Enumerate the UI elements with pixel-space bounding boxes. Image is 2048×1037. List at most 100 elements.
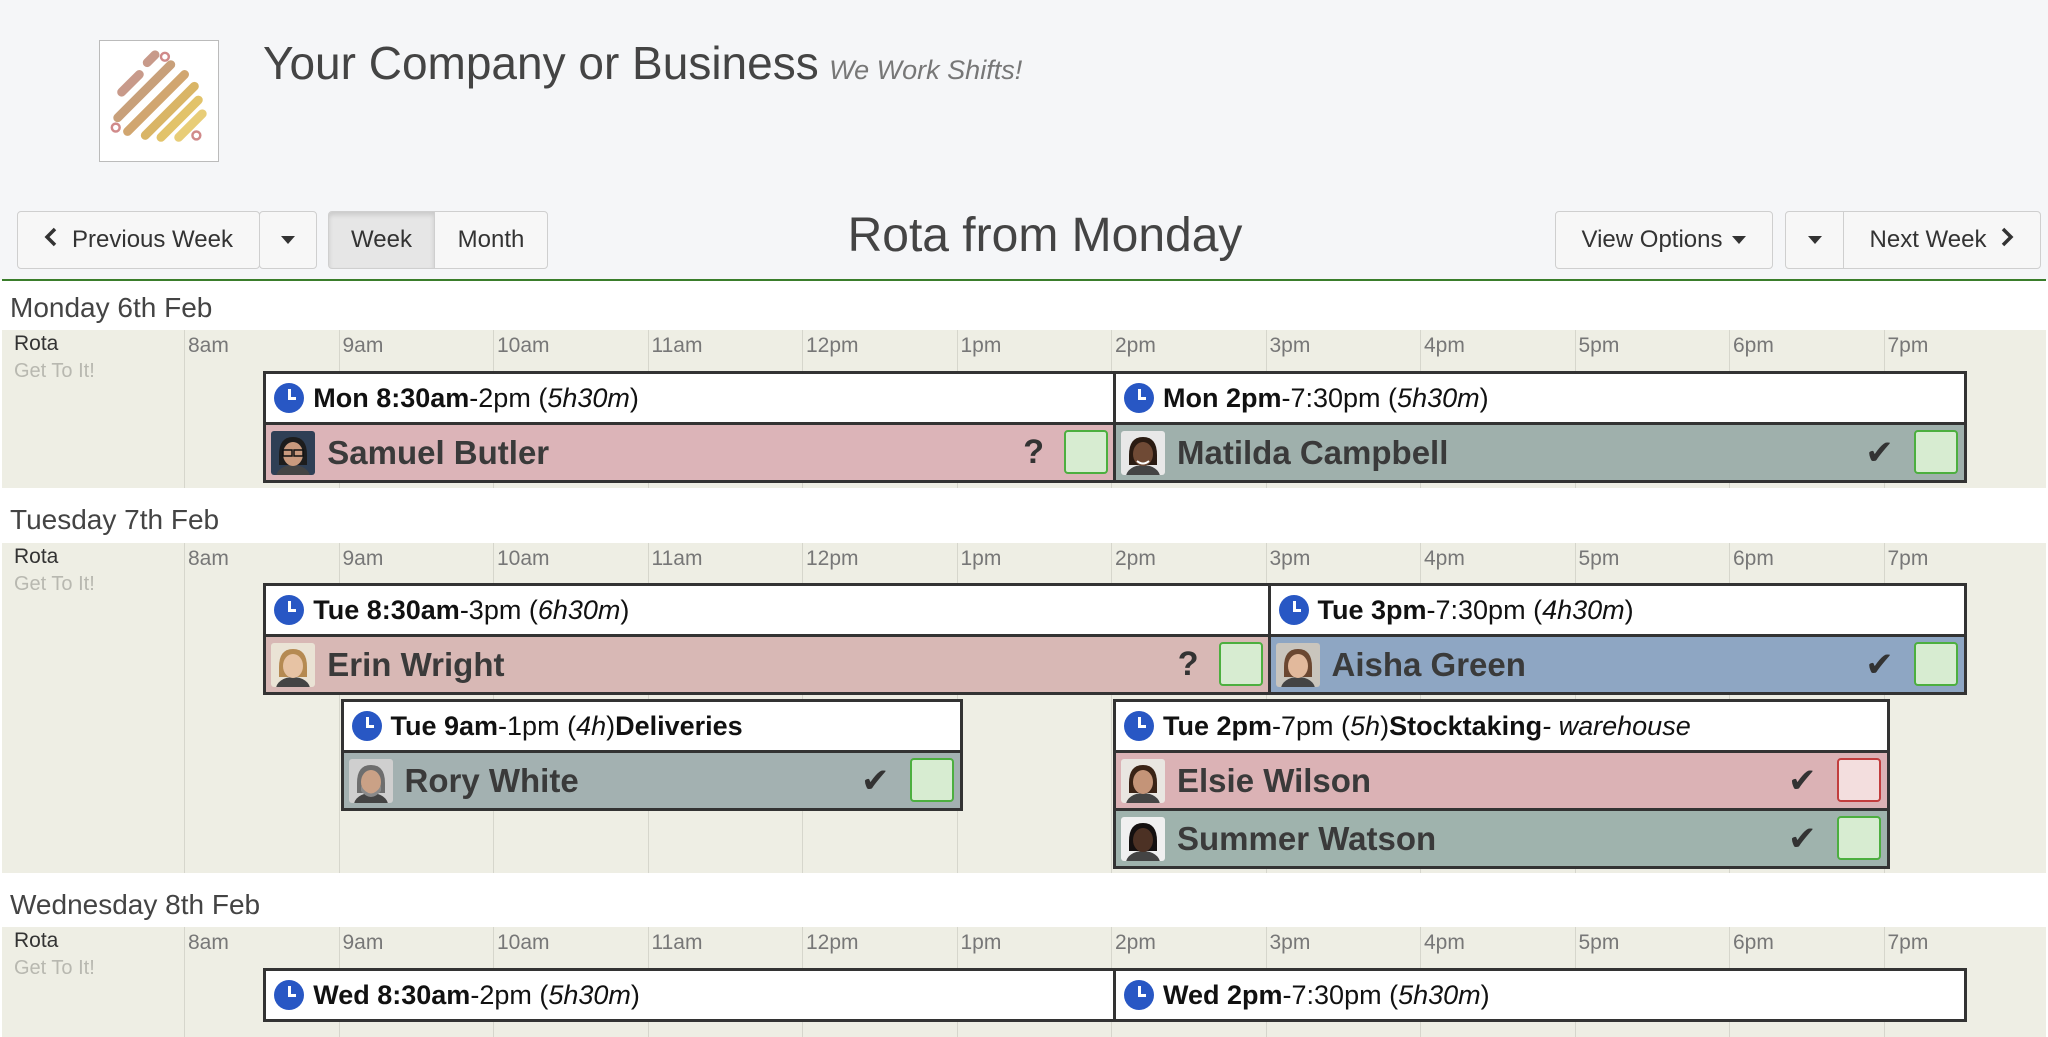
shift-card[interactable]: Wed 8:30am -2pm (5h30m) — [263, 968, 1117, 1022]
shift-header: Tue 3pm -7:30pm (4h30m) — [1270, 586, 1964, 634]
hour-gridline — [184, 543, 185, 873]
shift-duration: 5h30m — [548, 979, 631, 1010]
hour-label: 2pm — [1115, 547, 1156, 570]
shift-header: Mon 2pm -7:30pm (5h30m) — [1116, 374, 1964, 422]
hour-label: 8am — [188, 547, 229, 570]
shift-start: Wed 8:30am — [313, 979, 471, 1010]
assigned-person[interactable]: Summer Watson ✔ — [1116, 811, 1887, 866]
avatar — [348, 758, 393, 803]
day-lane: Rota Get To It! 8am 9am 10am 11am 12pm 1pm 2pm 3p… — [2, 543, 2046, 873]
shift-end: -3pm ( — [459, 594, 538, 625]
shift-card[interactable]: Tue 9am -1pm (4h) Deliveries Rory White ✔ — [340, 699, 963, 811]
hour-label: 6pm — [1733, 931, 1774, 954]
next-week-dropdown[interactable] — [1785, 211, 1844, 269]
shift-duration: 4h — [576, 710, 607, 741]
caret-down-icon — [1807, 236, 1822, 244]
shift-header: Wed 2pm -7:30pm (5h30m) — [1116, 971, 1964, 1019]
assigned-person[interactable]: Elsie Wilson ✔ — [1116, 753, 1887, 808]
month-view-button[interactable]: Month — [434, 211, 548, 269]
person-name: Elsie Wilson — [1177, 761, 1372, 799]
week-view-button[interactable]: Week — [328, 211, 435, 269]
confirm-checkbox[interactable] — [909, 758, 954, 802]
hour-label: 7pm — [1887, 334, 1929, 357]
clock-icon — [351, 711, 382, 741]
assigned-person[interactable]: Matilda Campbell ✔ — [1116, 425, 1964, 480]
confirm-checkbox[interactable] — [1913, 430, 1958, 474]
shift-card[interactable]: Tue 3pm -7:30pm (4h30m) Aisha Green ✔ — [1267, 583, 1967, 695]
confirm-checkbox[interactable] — [1064, 430, 1108, 474]
hour-label: 2pm — [1115, 334, 1156, 357]
shift-duration: 5h30m — [1397, 382, 1480, 413]
clock-icon — [1278, 595, 1309, 625]
shift-end: -7:30pm ( — [1426, 594, 1543, 625]
shift-card[interactable]: Wed 2pm -7:30pm (5h30m) — [1113, 968, 1967, 1022]
shift-end: -7:30pm ( — [1282, 979, 1399, 1010]
question-icon: ? — [1177, 645, 1199, 683]
hour-label: 6pm — [1733, 334, 1774, 357]
rota-label: Rota — [14, 545, 59, 568]
shift-card[interactable]: Mon 2pm -7:30pm (5h30m) Matilda Campbell ✔ — [1113, 371, 1967, 483]
shift-header: Tue 2pm -7pm (5h) Stocktaking - warehouse — [1116, 702, 1887, 750]
rota-subtitle: Get To It! — [14, 360, 95, 382]
hour-label: 11am — [651, 931, 703, 954]
day-heading: Tuesday 7th Feb — [10, 504, 220, 535]
shift-start: Mon 2pm — [1163, 382, 1282, 413]
shift-close: ) — [620, 594, 630, 625]
confirm-checkbox[interactable] — [1218, 642, 1263, 686]
hour-label: 3pm — [1269, 547, 1311, 570]
shift-duration: 5h30m — [1398, 979, 1481, 1010]
toolbar-divider — [2, 279, 2046, 281]
avatar — [271, 642, 316, 687]
previous-week-dropdown[interactable] — [259, 211, 317, 269]
hour-label: 8am — [188, 931, 229, 954]
assigned-person[interactable]: Rory White ✔ — [343, 753, 960, 808]
assigned-person[interactable]: Aisha Green ✔ — [1270, 637, 1964, 692]
checkmark-icon: ✔ — [1865, 645, 1894, 684]
shift-end: -1pm ( — [498, 710, 577, 741]
shift-card[interactable]: Mon 8:30am -2pm (5h30m) Samuel Butler? — [263, 371, 1117, 483]
previous-week-label: Previous Week — [72, 226, 233, 253]
hour-label: 9am — [342, 547, 384, 570]
stripes-logo-icon — [110, 50, 207, 142]
assigned-person[interactable]: Erin Wright? — [266, 637, 1269, 692]
shift-duration: 5h30m — [547, 382, 630, 413]
shift-card[interactable]: Tue 8:30am -3pm (6h30m) Erin Wright? — [263, 583, 1272, 695]
shift-close: ) — [606, 710, 616, 741]
hour-label: 10am — [497, 334, 550, 357]
shift-card[interactable]: Tue 2pm -7pm (5h) Stocktaking - warehouse… — [1113, 699, 1890, 869]
avatar — [1121, 816, 1165, 861]
page-title: Rota from Monday — [847, 209, 1243, 262]
clock-icon — [1124, 980, 1154, 1010]
view-options-button[interactable]: View Options — [1555, 211, 1773, 269]
next-week-button[interactable]: Next Week — [1843, 211, 2041, 269]
company-logo — [99, 40, 219, 162]
hour-label: 9am — [342, 931, 384, 954]
person-name: Aisha Green — [1331, 645, 1526, 683]
shift-start: Wed 2pm — [1163, 979, 1283, 1010]
shift-close: ) — [630, 979, 640, 1010]
hour-label: 12pm — [806, 334, 859, 357]
checkmark-icon: ✔ — [1865, 433, 1894, 472]
confirm-checkbox[interactable] — [1836, 816, 1881, 860]
assigned-person[interactable]: Samuel Butler? — [266, 425, 1114, 480]
next-week-label: Next Week — [1869, 226, 1987, 253]
company-heading: Your Company or Business We Work Shifts! — [263, 36, 1022, 90]
hour-gridline — [184, 330, 185, 488]
confirm-checkbox[interactable] — [1836, 758, 1881, 802]
shift-header: Tue 8:30am -3pm (6h30m) — [266, 586, 1269, 634]
shift-start: Tue 3pm — [1317, 594, 1427, 625]
hour-label: 10am — [497, 931, 550, 954]
hour-label: 1pm — [960, 334, 1002, 357]
caret-down-icon — [281, 236, 295, 244]
shift-header: Wed 8:30am -2pm (5h30m) — [266, 971, 1114, 1019]
hour-label: 1pm — [960, 931, 1002, 954]
month-view-label: Month — [457, 226, 525, 253]
question-icon: ? — [1023, 433, 1044, 471]
hour-label: 7pm — [1887, 931, 1929, 954]
view-options-label: View Options — [1581, 226, 1723, 253]
hour-gridline — [338, 543, 340, 873]
shift-location: - warehouse — [1542, 710, 1691, 741]
confirm-checkbox[interactable] — [1913, 642, 1958, 686]
previous-week-button[interactable]: Previous Week — [17, 211, 260, 269]
hour-label: 11am — [651, 547, 703, 570]
